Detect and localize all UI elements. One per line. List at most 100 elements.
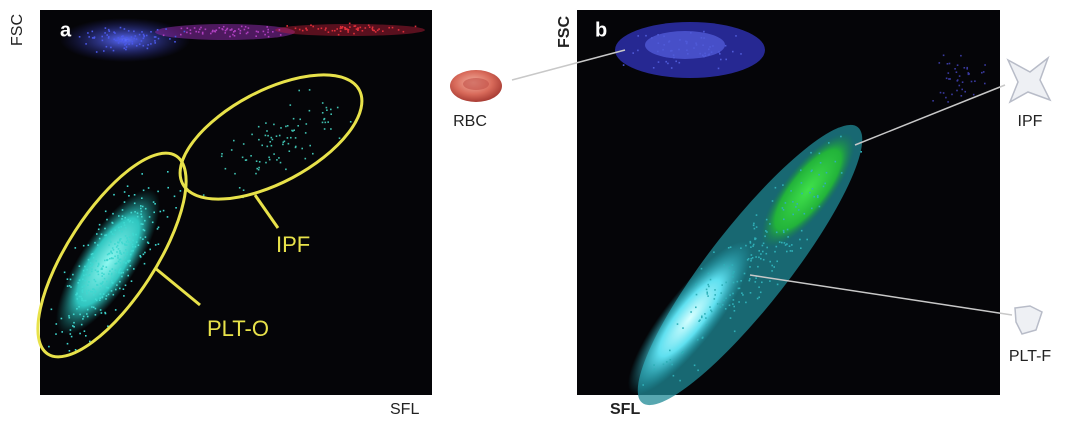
dot: [257, 31, 259, 33]
dot: [819, 153, 821, 155]
dot: [124, 257, 126, 259]
dot: [817, 195, 819, 197]
dot: [132, 250, 134, 252]
dot: [694, 365, 696, 367]
dot: [811, 208, 813, 210]
dot: [792, 201, 794, 203]
dot: [754, 228, 756, 230]
dot: [356, 28, 358, 30]
dot: [667, 63, 669, 65]
dot: [733, 306, 735, 308]
dot: [279, 29, 281, 31]
dot: [358, 28, 360, 30]
dot: [77, 282, 79, 284]
dot: [248, 27, 250, 29]
dot: [223, 26, 225, 28]
dot: [637, 35, 639, 37]
dot: [671, 50, 673, 52]
dot: [117, 242, 119, 244]
dot: [338, 34, 340, 36]
dot: [79, 333, 81, 335]
dot: [181, 28, 183, 30]
dot: [128, 43, 130, 45]
dot: [293, 118, 295, 120]
dot: [789, 245, 791, 247]
dot: [88, 290, 90, 292]
dot: [959, 75, 961, 77]
dot: [957, 80, 959, 82]
dot: [146, 35, 148, 37]
platelet-icon: [1008, 58, 1050, 102]
dot: [824, 183, 826, 185]
dot: [121, 231, 123, 233]
dot: [184, 31, 186, 33]
dot: [654, 369, 656, 371]
dot: [730, 317, 732, 319]
dot: [835, 161, 837, 163]
dot: [951, 94, 953, 96]
platelet-icon: [1015, 306, 1042, 334]
dot: [755, 256, 757, 258]
dot: [61, 331, 63, 333]
dot: [310, 24, 312, 26]
dot: [704, 53, 706, 55]
dot: [285, 126, 287, 128]
dot: [733, 299, 735, 301]
dot: [645, 35, 647, 37]
dot: [273, 153, 275, 155]
dot: [140, 256, 142, 258]
dot: [785, 202, 787, 204]
dot: [258, 139, 260, 141]
dot: [134, 203, 136, 205]
dot: [104, 278, 106, 280]
dot: [124, 28, 126, 30]
x-axis-label: SFL: [390, 401, 419, 418]
dot: [102, 285, 104, 287]
dot: [143, 229, 145, 231]
dot: [693, 47, 695, 49]
dot: [974, 80, 976, 82]
dot: [973, 94, 975, 96]
dot: [728, 247, 730, 249]
dot: [255, 35, 257, 37]
dot: [112, 282, 114, 284]
dot: [114, 234, 116, 236]
dot: [127, 260, 129, 262]
dot: [347, 31, 349, 33]
dot: [754, 237, 756, 239]
dot: [258, 169, 260, 171]
dot: [753, 225, 755, 227]
dot: [97, 271, 99, 273]
dot: [125, 49, 127, 51]
dot: [732, 264, 734, 266]
dot: [758, 257, 760, 259]
dot: [138, 244, 140, 246]
dot: [99, 297, 101, 299]
dot: [67, 278, 69, 280]
dot: [142, 223, 144, 225]
dot: [190, 33, 192, 35]
dot: [671, 67, 673, 69]
dot: [104, 228, 106, 230]
dot: [115, 289, 117, 291]
dot: [776, 232, 778, 234]
dot: [88, 36, 90, 38]
dot: [102, 266, 104, 268]
dot: [73, 322, 75, 324]
dot: [111, 290, 113, 292]
dot: [787, 236, 789, 238]
dot: [101, 272, 103, 274]
dot: [104, 32, 106, 34]
dot: [132, 222, 134, 224]
dot: [141, 216, 143, 218]
dot: [105, 313, 107, 315]
dot: [143, 38, 145, 40]
dot: [104, 260, 106, 262]
dot: [403, 31, 405, 33]
dot: [776, 246, 778, 248]
x-axis-label: SFL: [610, 401, 640, 418]
dot: [95, 269, 97, 271]
dot: [346, 28, 348, 30]
dot: [225, 168, 227, 170]
dot: [801, 182, 803, 184]
